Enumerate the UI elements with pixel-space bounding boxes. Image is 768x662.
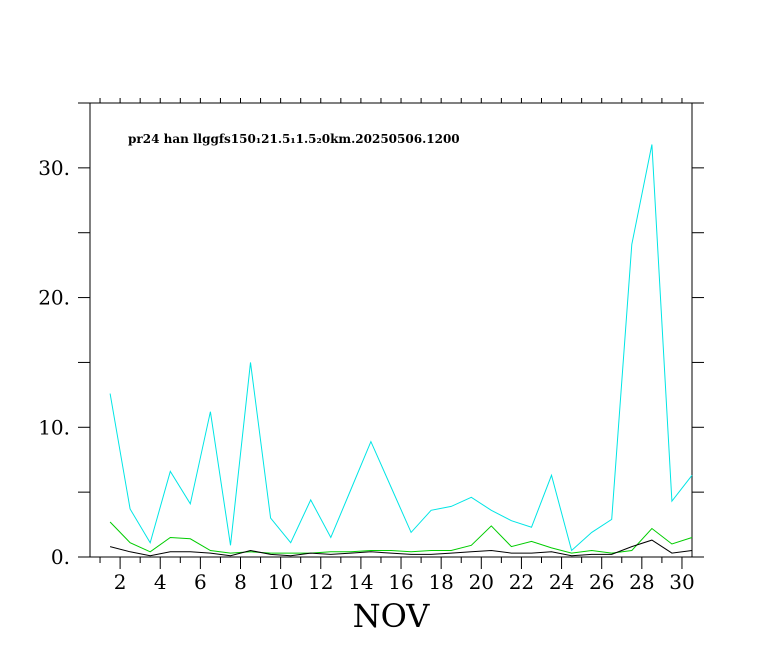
y-tick-label: 30. — [38, 156, 70, 180]
axis-ticks — [78, 98, 704, 569]
x-tick-label: 2 — [114, 570, 127, 594]
x-tick-label: 12 — [308, 570, 333, 594]
series-line-2 — [109, 521, 693, 554]
x-tick-label: 14 — [348, 570, 373, 594]
y-tick-label: 0. — [51, 545, 70, 569]
plot-frame — [89, 102, 693, 558]
y-tick-label: 20. — [38, 286, 70, 310]
y-tick-labels: 0. 10. 20. 30. — [38, 156, 70, 569]
y-tick-label: 10. — [38, 415, 70, 439]
x-tick-label: 6 — [194, 570, 207, 594]
x-tick-label: 18 — [428, 570, 453, 594]
x-tick-label: 28 — [629, 570, 654, 594]
x-tick-label: 22 — [509, 570, 534, 594]
x-tick-label: 30 — [669, 570, 694, 594]
series-line-1 — [109, 144, 693, 552]
series-line-3 — [109, 539, 693, 557]
x-tick-labels: 2 4 6 8 10 12 14 16 18 20 22 24 26 28 30 — [114, 570, 695, 594]
x-tick-label: 16 — [388, 570, 413, 594]
x-tick-label: 10 — [268, 570, 293, 594]
x-axis-title: NOV — [353, 597, 431, 635]
x-tick-label: 20 — [469, 570, 494, 594]
x-tick-label: 24 — [549, 570, 574, 594]
x-tick-label: 4 — [154, 570, 167, 594]
x-tick-label: 26 — [589, 570, 614, 594]
series-group — [109, 144, 693, 557]
chart-title: pr24 han llggfs150₁21.5₁1.5₂0km.20250506… — [128, 132, 460, 146]
x-tick-label: 8 — [234, 570, 247, 594]
